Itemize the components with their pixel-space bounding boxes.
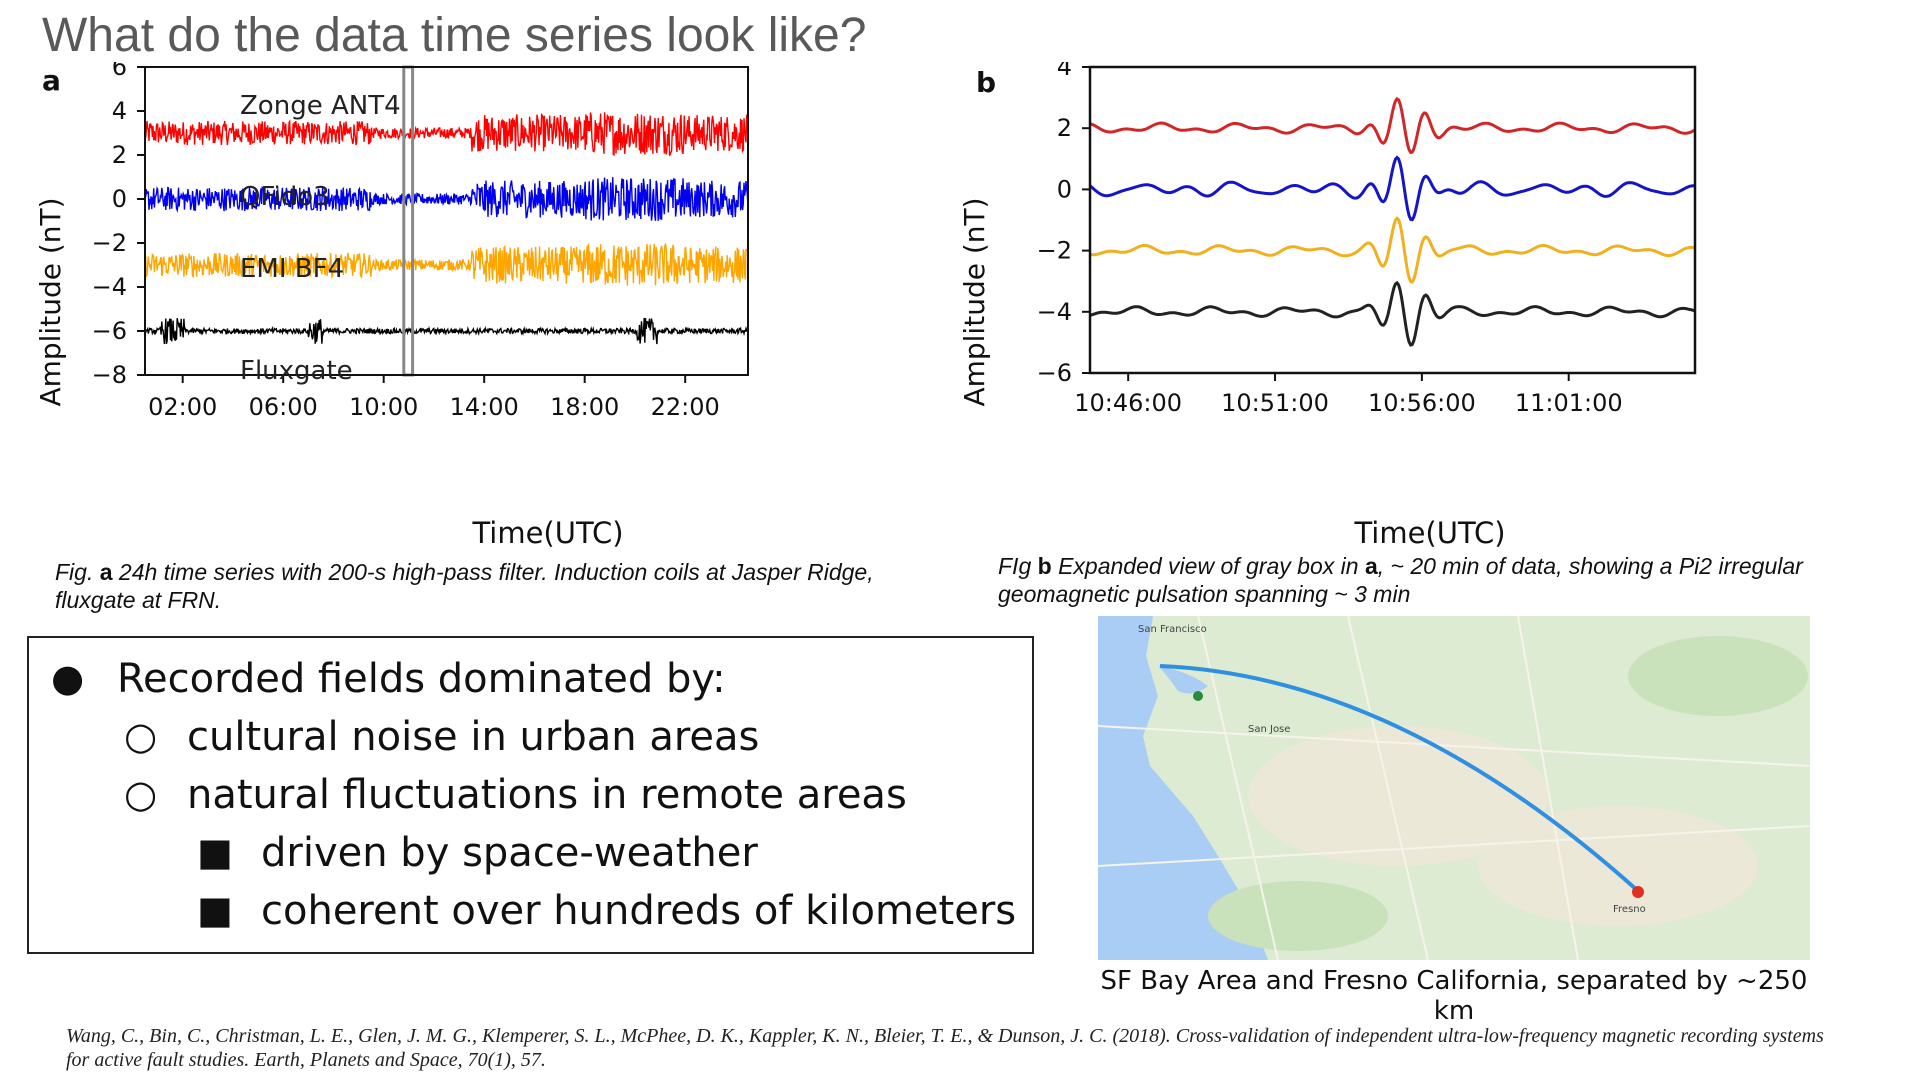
x-tick-label: 11:01:00 xyxy=(1515,389,1623,417)
map-caption: SF Bay Area and Fresno California, separ… xyxy=(1100,966,1808,1026)
bullet-marker: ■ xyxy=(197,888,233,932)
chart-a-highlight-box xyxy=(402,65,415,377)
series-line-1 xyxy=(1089,155,1696,222)
svg-text:Fresno: Fresno xyxy=(1613,904,1646,915)
chart-b-ylabel: Amplitude (nT) xyxy=(958,197,991,406)
series-line-0 xyxy=(1089,96,1696,155)
bullet-text: coherent over hundreds of kilometers xyxy=(261,888,1017,934)
x-tick-label: 18:00 xyxy=(550,393,619,421)
map-graphic: San Francisco San Jose Fresno xyxy=(1098,616,1810,960)
series-line-2 xyxy=(1089,216,1696,284)
chart-a-xlabel: Time(UTC) xyxy=(471,516,623,550)
figure-a-caption: Fig. a 24h time series with 200-s high-p… xyxy=(55,559,874,613)
x-tick-label: 14:00 xyxy=(450,393,519,421)
series-line-3 xyxy=(1089,280,1696,347)
bullet-marker: ● xyxy=(51,656,85,700)
x-tick-label: 02:00 xyxy=(148,393,217,421)
y-tick-label: −2 xyxy=(92,229,127,257)
reference-citation: Wang, C., Bin, C., Christman, L. E., Gle… xyxy=(66,1025,1824,1071)
bullet-text: cultural noise in urban areas xyxy=(187,714,760,760)
bullet-marker: ■ xyxy=(197,830,233,874)
y-tick-label: −2 xyxy=(1037,237,1072,265)
chart-a-plot-frame xyxy=(144,66,749,376)
svg-text:San Jose: San Jose xyxy=(1248,724,1290,735)
x-tick-label: 06:00 xyxy=(249,393,318,421)
chart-b-xlabel: Time(UTC) xyxy=(1353,516,1505,550)
x-tick-label: 10:56:00 xyxy=(1368,389,1476,417)
panel-a-letter: a xyxy=(42,64,61,97)
series-label-qfido: QFido3 xyxy=(240,182,330,212)
y-tick-label: 6 xyxy=(112,62,127,81)
series-label-zonge: Zonge ANT4 xyxy=(240,91,401,121)
fresno-marker-icon xyxy=(1632,886,1644,898)
series-line-2 xyxy=(144,242,749,286)
y-tick-label: 2 xyxy=(112,141,127,169)
bullet-text: natural fluctuations in remote areas xyxy=(187,772,907,818)
series-label-emi: EMI BF4 xyxy=(240,254,344,284)
chart-b-plot-frame xyxy=(1088,65,1697,375)
y-tick-label: 4 xyxy=(112,97,127,125)
series-line-1 xyxy=(144,177,749,221)
y-tick-label: −6 xyxy=(92,317,127,345)
y-tick-label: −8 xyxy=(92,361,127,389)
sf-marker-icon xyxy=(1193,691,1203,701)
svg-text:San Francisco: San Francisco xyxy=(1138,624,1207,635)
bullet-marker: ○ xyxy=(124,714,158,758)
y-tick-label: 2 xyxy=(1057,114,1072,142)
y-tick-label: 4 xyxy=(1057,62,1072,81)
y-tick-label: −4 xyxy=(92,273,127,301)
panel-b-letter: b xyxy=(976,66,996,99)
series-label-fluxgate: Fluxgate xyxy=(240,356,353,386)
x-tick-label: 10:46:00 xyxy=(1074,389,1182,417)
x-tick-label: 10:00 xyxy=(349,393,418,421)
y-tick-label: −4 xyxy=(1037,298,1072,326)
bullet-text: Recorded fields dominated by: xyxy=(117,656,726,702)
route-line xyxy=(1159,664,1640,893)
figure-b-caption: FIg b Expanded view of gray box in a, ~ … xyxy=(998,553,1803,607)
series-line-0 xyxy=(144,112,749,157)
bullet-marker: ○ xyxy=(124,772,158,816)
bullet-text: driven by space-weather xyxy=(261,830,758,876)
y-tick-label: 0 xyxy=(1057,175,1072,203)
bullet-box: ● Recorded fields dominated by: ○ cultur… xyxy=(27,636,1034,954)
y-tick-label: −6 xyxy=(1037,359,1072,387)
chart-a-ylabel: Amplitude (nT) xyxy=(34,197,67,406)
x-tick-label: 10:51:00 xyxy=(1221,389,1329,417)
chart-a: a Amplitude (nT) 6 4 2 0 −2 −4 −6 −8 02:00 06:00… xyxy=(34,62,749,550)
x-tick-label: 22:00 xyxy=(651,393,720,421)
map-image: San Francisco San Jose Fresno xyxy=(1098,616,1810,960)
slide-title: What do the data time series look like? xyxy=(42,9,867,62)
chart-b: b Amplitude (nT) 4 2 0 −2 −4 −6 10:46:00 10:51… xyxy=(958,62,1697,550)
series-line-3 xyxy=(144,317,749,345)
y-tick-label: 0 xyxy=(112,185,127,213)
